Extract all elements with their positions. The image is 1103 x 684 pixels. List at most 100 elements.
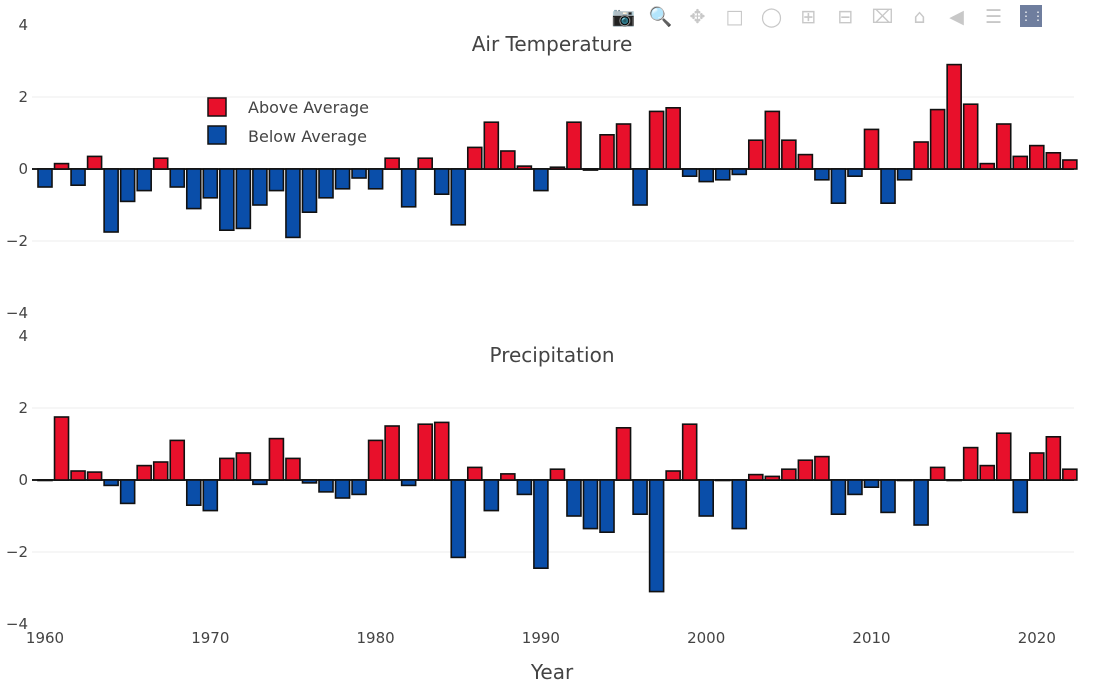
bar-1961[interactable]	[53, 162, 70, 170]
bar-1994[interactable]	[599, 479, 615, 534]
bar-2000[interactable]	[698, 168, 715, 183]
bar-1987[interactable]	[483, 479, 500, 512]
bar-1999[interactable]	[681, 168, 698, 177]
bar-1967[interactable]	[152, 157, 169, 170]
bar-2017[interactable]	[979, 162, 996, 170]
bar-1962[interactable]	[70, 168, 86, 187]
bar-1985[interactable]	[450, 479, 467, 559]
bar-1968[interactable]	[169, 168, 186, 188]
bar-1970[interactable]	[202, 479, 219, 512]
bar-1972[interactable]	[235, 452, 252, 481]
bar-2013[interactable]	[913, 141, 929, 170]
bar-1977[interactable]	[318, 479, 334, 493]
bar-2002[interactable]	[731, 168, 748, 176]
bar-1996[interactable]	[632, 168, 648, 206]
zoom-icon[interactable]: 🔍	[648, 6, 673, 28]
bar-1965[interactable]	[119, 168, 136, 203]
bar-2004[interactable]	[764, 475, 781, 481]
legend-label-below[interactable]: Below Average	[248, 127, 367, 146]
bar-1987[interactable]	[483, 121, 500, 170]
bar-2015[interactable]	[946, 479, 962, 482]
legend-swatch-above[interactable]	[207, 97, 227, 117]
bar-1986[interactable]	[466, 466, 483, 481]
bar-1995[interactable]	[615, 123, 632, 170]
bar-1980[interactable]	[367, 168, 384, 190]
bar-1974[interactable]	[268, 168, 285, 192]
bar-1981[interactable]	[384, 157, 400, 170]
bar-1986[interactable]	[466, 146, 483, 170]
bar-1971[interactable]	[219, 457, 235, 481]
bar-2008[interactable]	[830, 479, 847, 516]
bar-1979[interactable]	[351, 479, 367, 496]
bar-1990[interactable]	[533, 479, 549, 569]
bar-2022[interactable]	[1062, 468, 1078, 481]
bar-1985[interactable]	[450, 168, 467, 226]
bar-1969[interactable]	[185, 479, 202, 507]
hover-closest-icon[interactable]: ◀	[949, 6, 964, 28]
bar-2011[interactable]	[880, 479, 896, 514]
bar-2022[interactable]	[1062, 159, 1078, 170]
bar-2009[interactable]	[847, 168, 863, 177]
bar-2001[interactable]	[714, 168, 731, 181]
bar-1983[interactable]	[417, 157, 433, 170]
bar-2012[interactable]	[896, 479, 913, 482]
bar-1997[interactable]	[648, 479, 665, 593]
bar-2009[interactable]	[847, 479, 863, 496]
bar-1960[interactable]	[37, 168, 53, 188]
bar-2021[interactable]	[1045, 435, 1062, 481]
plotly-logo-icon[interactable]: ⋮⋮	[1020, 5, 1044, 27]
bar-1974[interactable]	[268, 437, 285, 481]
bar-2016[interactable]	[962, 103, 979, 170]
bar-1993[interactable]	[582, 479, 599, 530]
bar-1966[interactable]	[136, 168, 152, 192]
lasso-icon[interactable]: ◯	[760, 6, 783, 28]
bar-1984[interactable]	[433, 421, 450, 481]
bar-1991[interactable]	[549, 166, 566, 170]
bar-2012[interactable]	[896, 168, 913, 181]
bar-1991[interactable]	[549, 468, 566, 481]
bar-2021[interactable]	[1045, 152, 1062, 170]
bar-2018[interactable]	[995, 123, 1012, 170]
bar-1984[interactable]	[433, 168, 450, 196]
legend-swatch-below[interactable]	[207, 125, 227, 145]
bar-2007[interactable]	[814, 168, 830, 181]
bar-1992[interactable]	[566, 479, 582, 517]
bar-1996[interactable]	[632, 479, 648, 516]
zoom-out-icon[interactable]: ⊟	[837, 6, 854, 28]
bar-2011[interactable]	[880, 168, 896, 205]
bar-2010[interactable]	[863, 479, 880, 488]
bar-1965[interactable]	[119, 479, 136, 505]
box-select-icon[interactable]: □	[725, 6, 744, 28]
bar-1990[interactable]	[533, 168, 549, 192]
bar-1970[interactable]	[202, 168, 219, 199]
bar-1997[interactable]	[648, 110, 665, 170]
bar-1998[interactable]	[665, 107, 681, 170]
bar-2020[interactable]	[1029, 144, 1045, 170]
bar-2003[interactable]	[747, 473, 764, 481]
bar-1963[interactable]	[86, 471, 103, 481]
bar-1966[interactable]	[136, 464, 152, 481]
legend[interactable]: Above Average Below Average	[207, 97, 369, 146]
bar-1978[interactable]	[334, 479, 351, 499]
bar-1981[interactable]	[384, 425, 400, 481]
legend-label-above[interactable]: Above Average	[248, 98, 369, 117]
bar-1983[interactable]	[417, 423, 433, 481]
bar-2013[interactable]	[913, 479, 929, 526]
bar-1964[interactable]	[103, 479, 119, 487]
bar-1989[interactable]	[516, 479, 533, 496]
bar-1976[interactable]	[301, 168, 318, 214]
bar-1975[interactable]	[285, 457, 301, 481]
bar-2016[interactable]	[962, 446, 979, 481]
bar-1982[interactable]	[400, 479, 417, 487]
bar-2004[interactable]	[764, 110, 781, 170]
bar-2019[interactable]	[1012, 479, 1029, 514]
bar-1982[interactable]	[400, 168, 417, 208]
bar-2017[interactable]	[979, 464, 996, 481]
bar-1980[interactable]	[367, 439, 384, 481]
bar-1960[interactable]	[37, 479, 53, 482]
bar-1979[interactable]	[351, 168, 367, 179]
bar-1973[interactable]	[252, 168, 268, 206]
autoscale-icon[interactable]: ⌧	[871, 6, 894, 28]
bar-1973[interactable]	[252, 479, 268, 486]
